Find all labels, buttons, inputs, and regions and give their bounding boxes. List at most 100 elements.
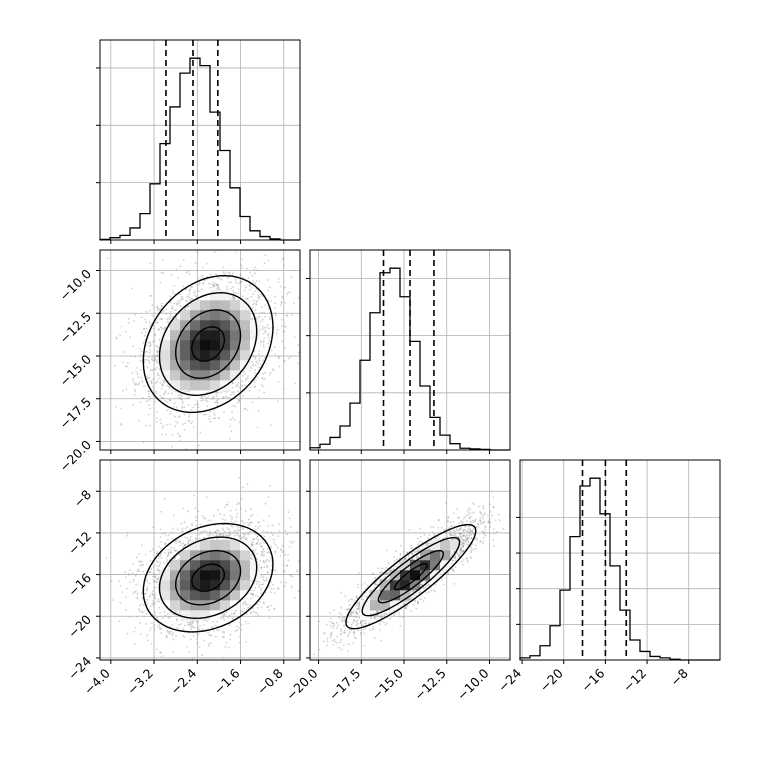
scatter-point bbox=[232, 272, 234, 275]
scatter-point bbox=[173, 406, 176, 408]
scatter-point bbox=[140, 603, 143, 606]
scatter-point bbox=[142, 397, 145, 399]
scatter-point bbox=[174, 390, 177, 393]
scatter-point bbox=[258, 359, 260, 362]
scatter-point bbox=[190, 286, 193, 288]
scatter-point bbox=[124, 609, 127, 611]
scatter-point bbox=[188, 289, 191, 291]
scatter-point bbox=[252, 611, 255, 613]
scatter-point bbox=[257, 614, 259, 617]
scatter-point bbox=[119, 334, 121, 337]
scatter-point bbox=[258, 525, 261, 527]
scatter-point bbox=[156, 380, 159, 383]
scatter-point bbox=[124, 576, 127, 579]
scatter-point bbox=[279, 555, 282, 557]
scatter-point bbox=[240, 623, 243, 626]
scatter-point bbox=[254, 364, 257, 366]
scatter-point bbox=[160, 304, 163, 307]
histogram-frame-1 bbox=[309, 249, 511, 451]
scatter-point bbox=[282, 264, 285, 267]
scatter-point bbox=[148, 392, 151, 395]
histogram-step-1 bbox=[309, 267, 510, 451]
scatter-point bbox=[272, 369, 275, 372]
scatter-point bbox=[139, 347, 142, 350]
scatter-point bbox=[263, 262, 266, 264]
scatter-point bbox=[205, 663, 207, 665]
scatter-point bbox=[248, 389, 251, 392]
scatter-point bbox=[194, 453, 196, 455]
scatter-point bbox=[262, 340, 265, 343]
scatter-point bbox=[122, 389, 124, 392]
scatter-point bbox=[244, 408, 247, 411]
scatter-point bbox=[260, 293, 263, 296]
scatter-point bbox=[244, 297, 247, 300]
scatter-point bbox=[139, 401, 142, 404]
scatter-point bbox=[155, 381, 158, 384]
scatter-point bbox=[215, 395, 218, 398]
scatter-point bbox=[230, 281, 233, 284]
scatter-point bbox=[140, 560, 143, 563]
scatter-point bbox=[289, 291, 292, 294]
scatter-point bbox=[156, 625, 159, 628]
scatter-point bbox=[148, 362, 151, 364]
scatter-point bbox=[253, 385, 256, 388]
scatter-point bbox=[138, 382, 141, 385]
scatter-point bbox=[151, 314, 154, 317]
scatter-point bbox=[261, 377, 264, 380]
scatter-point bbox=[156, 421, 158, 423]
scatter-point bbox=[141, 380, 143, 382]
scatter-point bbox=[164, 391, 167, 394]
scatter-point bbox=[177, 276, 180, 279]
scatter-point bbox=[135, 583, 138, 586]
scatter-point bbox=[249, 370, 251, 372]
scatter-point bbox=[180, 398, 183, 400]
scatter-point bbox=[255, 317, 258, 320]
scatter-point bbox=[294, 382, 297, 385]
scatter-point bbox=[275, 312, 277, 315]
scatter-point bbox=[239, 281, 242, 283]
scatter-point bbox=[236, 383, 239, 386]
scatter-point bbox=[156, 306, 159, 308]
scatter-point bbox=[120, 424, 123, 426]
scatter-point bbox=[290, 526, 292, 528]
scatter-point bbox=[149, 262, 152, 264]
scatter-point bbox=[237, 282, 240, 285]
scatter-point bbox=[257, 521, 260, 524]
scatter-point bbox=[268, 515, 271, 518]
scatter-point bbox=[272, 588, 275, 590]
scatter-point bbox=[255, 288, 258, 291]
scatter-point bbox=[120, 325, 123, 328]
scatter-point bbox=[231, 417, 234, 420]
scatter-point bbox=[148, 309, 151, 312]
scatter-point bbox=[258, 353, 260, 355]
scatter-point bbox=[154, 400, 157, 403]
scatter-point bbox=[223, 411, 226, 413]
scatter-point bbox=[132, 345, 135, 348]
scatter-point bbox=[281, 325, 283, 327]
scatter-point bbox=[246, 267, 248, 270]
scatter-point bbox=[203, 413, 205, 416]
scatter-point bbox=[187, 305, 190, 308]
scatter-point bbox=[251, 361, 254, 363]
scatter-point bbox=[236, 512, 239, 515]
scatter-point bbox=[160, 651, 162, 654]
scatter-point bbox=[276, 332, 278, 335]
hist-2-xtick-label-0: −24 bbox=[495, 665, 524, 694]
scatter-point bbox=[292, 540, 295, 543]
scatter-point bbox=[161, 305, 164, 308]
scatter-point bbox=[251, 513, 254, 516]
scatter-point bbox=[274, 306, 277, 309]
scatter-point bbox=[218, 417, 221, 420]
scatter-point bbox=[231, 518, 233, 520]
scatter-point bbox=[166, 424, 168, 426]
scatter-point bbox=[213, 285, 216, 287]
scatter-point bbox=[272, 583, 274, 586]
scatter-point bbox=[240, 281, 243, 284]
scatter-point bbox=[281, 340, 284, 343]
scatter-point bbox=[143, 385, 146, 388]
scatter-point bbox=[227, 271, 230, 274]
scatter-point bbox=[219, 513, 222, 516]
scatter-point bbox=[181, 407, 184, 409]
scatter-point bbox=[257, 409, 260, 412]
scatter-point bbox=[201, 266, 204, 269]
